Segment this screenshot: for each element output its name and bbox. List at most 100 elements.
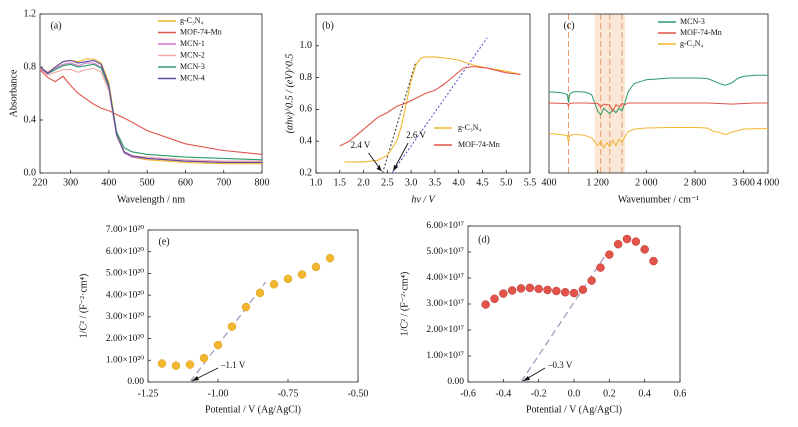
series-line-1 [339, 65, 521, 147]
data-point [283, 274, 293, 284]
y-axis-label: 1/C² / (F⁻²·cm⁴) [399, 272, 410, 337]
data-point [525, 283, 535, 293]
x-axis-label: Potential / V (Ag/AgCl) [526, 404, 622, 415]
x-tick-label: 5.0 [500, 177, 513, 188]
fit-line [520, 254, 607, 383]
fit-line-1 [391, 37, 488, 174]
arrow-head [523, 376, 530, 381]
y-tick-label: 1.00×10¹⁷ [426, 351, 464, 361]
data-point [613, 239, 623, 249]
arrow-head [192, 376, 199, 381]
series-line-2 [548, 127, 768, 149]
x-tick-label: 2.0 [357, 177, 370, 188]
x-tick-label: 2 800 [684, 177, 707, 188]
y-tick-label: 1.00×10²⁰ [106, 355, 144, 365]
y-tick-label: 4.00×10¹⁷ [426, 273, 464, 283]
panel-label: (a) [50, 20, 61, 31]
x-tick-label: 800 [255, 177, 270, 188]
data-point [578, 285, 588, 294]
y-axis-label: Absorbance [8, 69, 19, 117]
legend-label: MOF-74-Mn [458, 140, 500, 149]
data-point [255, 288, 265, 298]
x-tick-label: 2.5 [381, 177, 394, 188]
plot-frame [39, 13, 263, 174]
data-point [269, 280, 279, 289]
legend-label: MCN-4 [180, 73, 205, 82]
data-point [325, 253, 335, 263]
y-tick-label: 0.00 [447, 377, 464, 387]
plot-frame [548, 13, 769, 174]
data-point [499, 289, 508, 298]
fit-line-0 [382, 61, 417, 174]
panel-label: (c) [563, 20, 574, 31]
data-point [552, 286, 561, 296]
x-tick-label: 1.5 [334, 177, 347, 188]
data-point [199, 353, 209, 363]
data-point [490, 294, 499, 304]
x-tick-label: 3 600 [732, 177, 755, 188]
data-point [534, 284, 543, 294]
y-axis-label: 1/C² / (F⁻²·cm⁴) [78, 274, 89, 339]
y-tick-label: 1.0 [300, 40, 313, 51]
legend-label: MOF-74-Mn [180, 27, 222, 36]
panel-b: 1.0 1.5 2.0 2.5 3.0 3.5 4.0 4.5 5.0 5.5 0.2 0.4 0.6 0… [284, 13, 537, 205]
legend-label: MCN-3 [680, 17, 705, 26]
annotation-label: –1.1 V [220, 360, 246, 370]
data-point [171, 361, 181, 370]
x-tick-label: 1.0 [310, 177, 323, 188]
legend-label: g-C₃N₄ [180, 16, 204, 25]
data-point [213, 340, 223, 350]
data-point [507, 286, 517, 295]
x-tick-label: 0.4 [638, 388, 651, 399]
y-tick-label: 2.00×10¹⁷ [426, 325, 464, 335]
data-point [569, 288, 579, 298]
data-point [157, 359, 167, 368]
data-point [587, 276, 596, 285]
y-tick-label: 5.00×10²⁰ [106, 269, 144, 279]
x-tick-label: -1.00 [208, 388, 229, 399]
x-tick-label: 4 000 [757, 177, 780, 188]
x-tick-label: 400 [101, 177, 116, 188]
y-tick-label: 0.2 [300, 167, 313, 178]
series-line-5 [39, 59, 262, 163]
fit-line [189, 281, 267, 383]
annotation-label: –0.3 V [547, 360, 573, 370]
arrow-head [376, 165, 382, 171]
x-tick-label: 5.5 [524, 177, 537, 188]
data-point [631, 237, 641, 246]
x-tick-label: 0.2 [603, 388, 616, 399]
data-point [560, 288, 570, 297]
legend-label: MCN-3 [180, 62, 205, 71]
data-point [649, 256, 658, 266]
x-tick-label: 1 200 [586, 177, 609, 188]
panel-label: (e) [158, 236, 169, 247]
y-tick-label: 0.6 [300, 104, 313, 115]
y-tick-label: 2.00×10²⁰ [106, 334, 144, 344]
x-tick-label: 4.5 [476, 177, 489, 188]
data-point [185, 360, 195, 369]
data-point [481, 300, 490, 309]
x-axis-label: Wavenumber / cm⁻¹ [618, 194, 699, 205]
y-tick-label: 7.00×10²⁰ [106, 225, 144, 235]
panel-a: 220 300 400 500 600 700 800 0.0 0.4 0.8 1.2 Wavelen… [8, 8, 269, 205]
x-tick-label: 0.0 [568, 388, 581, 399]
panel-label: (b) [322, 20, 334, 31]
x-axis-label: Wavelength / nm [117, 194, 185, 205]
x-axis-label: hν / V [411, 194, 436, 205]
y-axis-label: (αhν)^0.5 / (eV)^0.5 [284, 54, 295, 134]
y-tick-label: 3.00×10¹⁷ [426, 299, 464, 309]
data-point [227, 322, 237, 331]
x-tick-label: -0.4 [495, 388, 511, 399]
plot-frame [315, 13, 531, 174]
x-tick-label: 0.6 [674, 388, 687, 399]
x-tick-label: 400 [542, 177, 557, 188]
y-tick-label: 0.8 [24, 61, 37, 72]
panel-e: -1.25 -1.00 -0.75 -0.50 0.00 1.00×10²⁰ 2.00×10… [78, 225, 368, 415]
y-tick-label: 6.00×10¹⁷ [426, 221, 464, 231]
legend-label: g-C₃N₄ [458, 123, 482, 132]
y-tick-label: 1.2 [24, 8, 37, 19]
y-tick-label: 0.0 [24, 167, 37, 178]
x-tick-label: 4.0 [452, 177, 465, 188]
y-tick-label: 0.00 [127, 377, 144, 387]
y-tick-label: 0.8 [300, 72, 313, 83]
